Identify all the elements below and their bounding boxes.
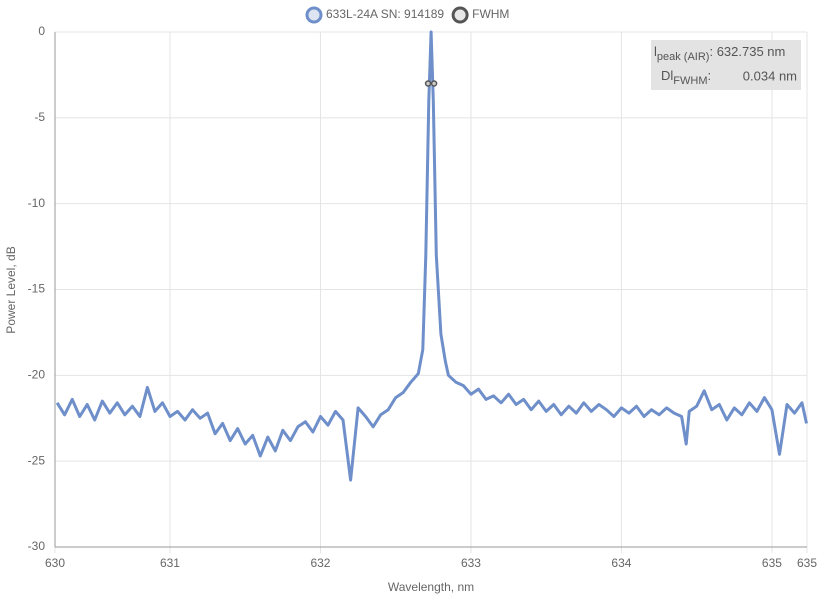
y-tick-label: -10: [28, 196, 46, 210]
x-tick-label: 634: [611, 556, 631, 570]
marker: [424, 80, 432, 87]
info-box: [651, 40, 801, 90]
x-tick-label: 633: [461, 556, 481, 570]
info-symbol: Dl: [661, 68, 673, 83]
info-subscript: FWHM: [673, 75, 707, 87]
x-tick-label: 635: [797, 556, 817, 570]
x-tick-label: 635: [762, 556, 782, 570]
info-line: lpeak (AIR): 632.735 nm: [654, 44, 785, 62]
series-line: [55, 30, 808, 482]
y-tick-label: -5: [34, 110, 45, 124]
y-tick-label: -20: [28, 368, 46, 382]
x-axis-title: Wavelength, nm: [388, 580, 474, 594]
legend-swatch: [305, 6, 323, 24]
legend-label: FWHM: [472, 7, 509, 21]
info-line: DlFWHM:: [661, 68, 711, 86]
y-tick-label: -25: [28, 453, 46, 467]
info-value: 0.034 nm: [743, 68, 797, 83]
info-text: : 632.735 nm: [709, 44, 785, 59]
info-symbol: l: [654, 44, 657, 59]
legend-label: 633L-24A SN: 914189: [326, 7, 444, 21]
x-tick-label: 631: [160, 556, 180, 570]
y-tick-label: -30: [28, 539, 46, 553]
legend-swatch: [451, 6, 469, 24]
y-tick-label: -15: [28, 282, 46, 296]
x-tick-label: 630: [45, 556, 65, 570]
y-tick-label: 0: [38, 24, 45, 38]
info-subscript: peak (AIR): [657, 51, 710, 63]
y-axis-title: Power Level, dB: [4, 246, 18, 333]
info-text: :: [708, 68, 712, 83]
x-tick-label: 632: [310, 556, 330, 570]
marker: [430, 80, 438, 87]
